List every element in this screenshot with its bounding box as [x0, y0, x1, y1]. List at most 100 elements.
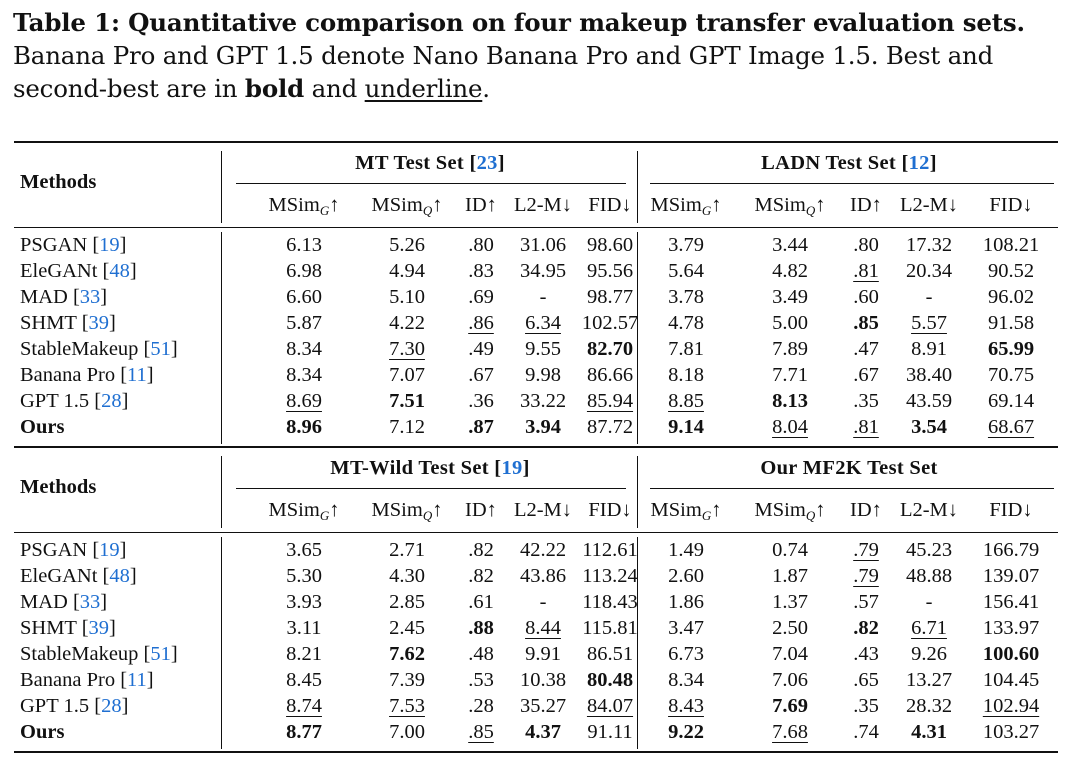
- metric-header-right-0: MSimG↑: [641, 192, 731, 218]
- table-cell: .80: [836, 232, 896, 258]
- citation-close: ]: [109, 312, 116, 334]
- method-label: EleGANt [: [20, 565, 110, 587]
- set-title-left-1-ref[interactable]: 19: [501, 457, 523, 479]
- metric-header-left-1: MSimQ↑: [357, 192, 457, 218]
- citation-link[interactable]: 33: [79, 591, 101, 613]
- citation-link[interactable]: 19: [99, 234, 120, 256]
- table-cell: 5.64: [641, 258, 731, 284]
- table-cell: 91.11: [565, 719, 655, 745]
- table-cell: .47: [836, 336, 896, 362]
- set-title-right-0: LADN Test Set [12]: [643, 150, 1055, 176]
- cell-value: 80.48: [586, 669, 634, 691]
- cell-value: 9.55: [525, 338, 561, 360]
- set-title-right-0-ref[interactable]: 12: [908, 152, 930, 174]
- cell-value: 7.12: [389, 416, 425, 438]
- method-label: StableMakeup [: [20, 338, 151, 360]
- body-separator: [637, 232, 638, 444]
- cell-value: 6.71: [911, 617, 947, 639]
- table-cell: 98.60: [565, 232, 655, 258]
- citation-link[interactable]: 39: [88, 617, 110, 639]
- table-cell: 4.22: [357, 310, 457, 336]
- cell-value: .67: [853, 364, 879, 386]
- cell-value: 8.45: [286, 669, 322, 691]
- table-cell: 43.86: [503, 563, 583, 589]
- metric-header-right-4: FID↓: [989, 499, 1033, 521]
- cell-value: .81: [853, 416, 879, 438]
- citation-link[interactable]: 51: [150, 338, 171, 360]
- cell-value: 1.87: [772, 565, 808, 587]
- table-cell: 33.22: [503, 388, 583, 414]
- cell-value: 3.49: [772, 286, 808, 308]
- table-cell: 5.30: [259, 563, 349, 589]
- cell-value: 115.81: [582, 617, 638, 639]
- cell-value: 4.31: [911, 721, 947, 743]
- table-cell: 8.69: [259, 388, 349, 414]
- methods-header-1: Methods: [20, 476, 97, 498]
- citation-link[interactable]: 48: [109, 565, 130, 587]
- citation-link[interactable]: 51: [150, 643, 171, 665]
- set-title-left-0-ref[interactable]: 23: [476, 152, 498, 174]
- header-separator: [221, 151, 222, 223]
- cell-value: .82: [853, 617, 879, 639]
- table-cell: .67: [836, 362, 896, 388]
- method-name: PSGAN [19]: [20, 537, 220, 563]
- method-name: Ours: [20, 414, 220, 440]
- body-separator: [221, 537, 222, 749]
- table-cell: 7.30: [357, 336, 457, 362]
- citation-link[interactable]: 28: [101, 390, 122, 412]
- method-name: StableMakeup [51]: [20, 641, 220, 667]
- method-name: EleGANt [48]: [20, 258, 220, 284]
- citation-link[interactable]: 48: [109, 260, 130, 282]
- table-rule-mid-0: [14, 227, 1058, 228]
- set-title-right-0-name: LADN Test Set [: [761, 152, 909, 174]
- cell-value: 118.43: [582, 591, 638, 613]
- table-cell: 3.65: [259, 537, 349, 563]
- table-cell: .81: [836, 258, 896, 284]
- cell-value: -: [539, 286, 547, 308]
- metric-header-right-1: MSimQ↑: [740, 192, 840, 218]
- cell-value: 6.13: [286, 234, 322, 256]
- table-cell: 28.32: [889, 693, 969, 719]
- metric-arrow: ↑: [432, 194, 443, 216]
- cell-value: 5.64: [668, 260, 704, 282]
- table-cell: 0.74: [740, 537, 840, 563]
- cell-value: 156.41: [982, 591, 1040, 613]
- table-cell: 133.97: [966, 615, 1056, 641]
- citation-link[interactable]: 39: [88, 312, 110, 334]
- caption-label: Table 1: Quantitative comparison on four…: [13, 8, 1025, 37]
- metric-arrow: ↑: [711, 194, 722, 216]
- citation-link[interactable]: 28: [101, 695, 122, 717]
- cell-value: .43: [853, 643, 879, 665]
- cell-value: .86: [468, 312, 494, 334]
- cell-value: 8.85: [668, 390, 704, 412]
- cell-value: .36: [468, 390, 494, 412]
- metric-name: MSim: [268, 194, 320, 216]
- cell-value: .79: [853, 565, 879, 587]
- cell-value: 13.27: [905, 669, 953, 691]
- citation-link[interactable]: 33: [79, 286, 101, 308]
- cell-value: 45.23: [905, 539, 953, 561]
- table-cell: 45.23: [889, 537, 969, 563]
- citation-link[interactable]: 11: [127, 364, 147, 386]
- body-separator: [637, 537, 638, 749]
- metric-header-left-2: ID↑: [465, 194, 497, 216]
- cell-value: 0.74: [772, 539, 808, 561]
- table-cell: 9.55: [503, 336, 583, 362]
- method-name: GPT 1.5 [28]: [20, 693, 220, 719]
- table-cell: 3.78: [641, 284, 731, 310]
- cell-value: 34.95: [519, 260, 567, 282]
- table-cell: 31.06: [503, 232, 583, 258]
- table-cell: 4.94: [357, 258, 457, 284]
- metric-arrow: ↑: [329, 499, 340, 521]
- cell-value: .47: [853, 338, 879, 360]
- citation-link[interactable]: 11: [127, 669, 147, 691]
- table-cell: 7.12: [357, 414, 457, 440]
- cell-value: .82: [468, 539, 494, 561]
- metric-arrow: ↑: [711, 499, 722, 521]
- table-cell: .74: [836, 719, 896, 745]
- cell-value: 3.93: [286, 591, 322, 613]
- citation-link[interactable]: 19: [99, 539, 120, 561]
- cell-value: .82: [468, 565, 494, 587]
- metric-arrow: ↑: [815, 499, 826, 521]
- cell-value: 8.34: [286, 364, 322, 386]
